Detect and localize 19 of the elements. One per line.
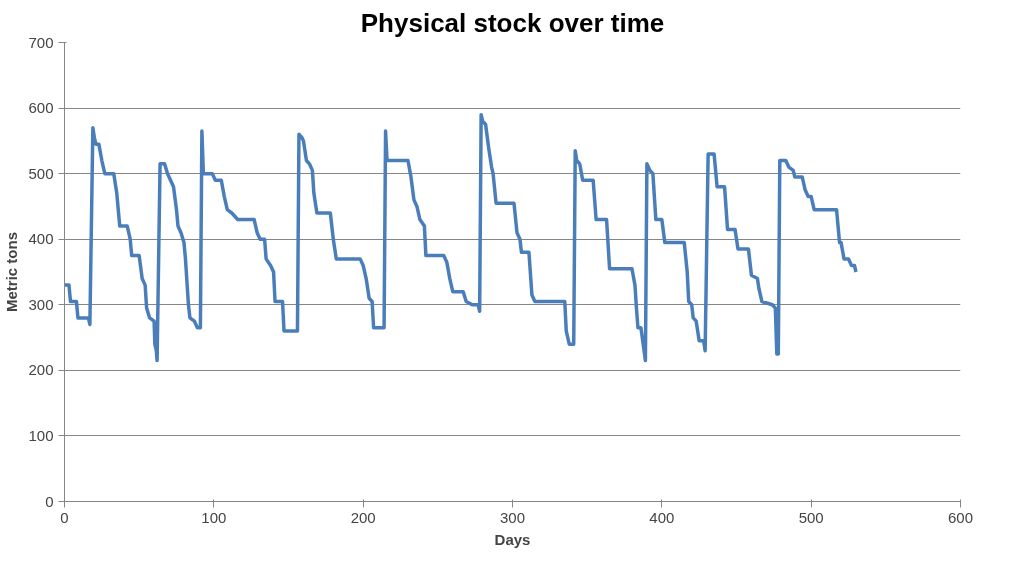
y-axis-title: Metric tons	[3, 231, 21, 312]
y-tick-label: 700	[28, 33, 54, 51]
y-tick-label: 0	[45, 492, 54, 510]
x-axis-title: Days	[494, 530, 531, 548]
y-tick-label: 400	[28, 230, 54, 248]
x-tick-label: 100	[201, 508, 227, 526]
chart-title: Physical stock over time	[360, 7, 665, 38]
x-tick-label: 400	[649, 508, 675, 526]
x-tick-label: 200	[350, 508, 376, 526]
y-tick-label: 200	[28, 361, 54, 379]
y-tick-label: 300	[28, 295, 54, 313]
y-tick-label: 500	[28, 164, 54, 182]
y-tick-label: 600	[28, 99, 54, 117]
x-tick-label: 500	[798, 508, 824, 526]
x-tick-label: 0	[60, 508, 69, 526]
x-tick-label: 600	[947, 508, 974, 526]
y-tick-label: 100	[28, 426, 54, 444]
line-series	[64, 112, 858, 363]
x-tick-label: 300	[499, 508, 526, 526]
